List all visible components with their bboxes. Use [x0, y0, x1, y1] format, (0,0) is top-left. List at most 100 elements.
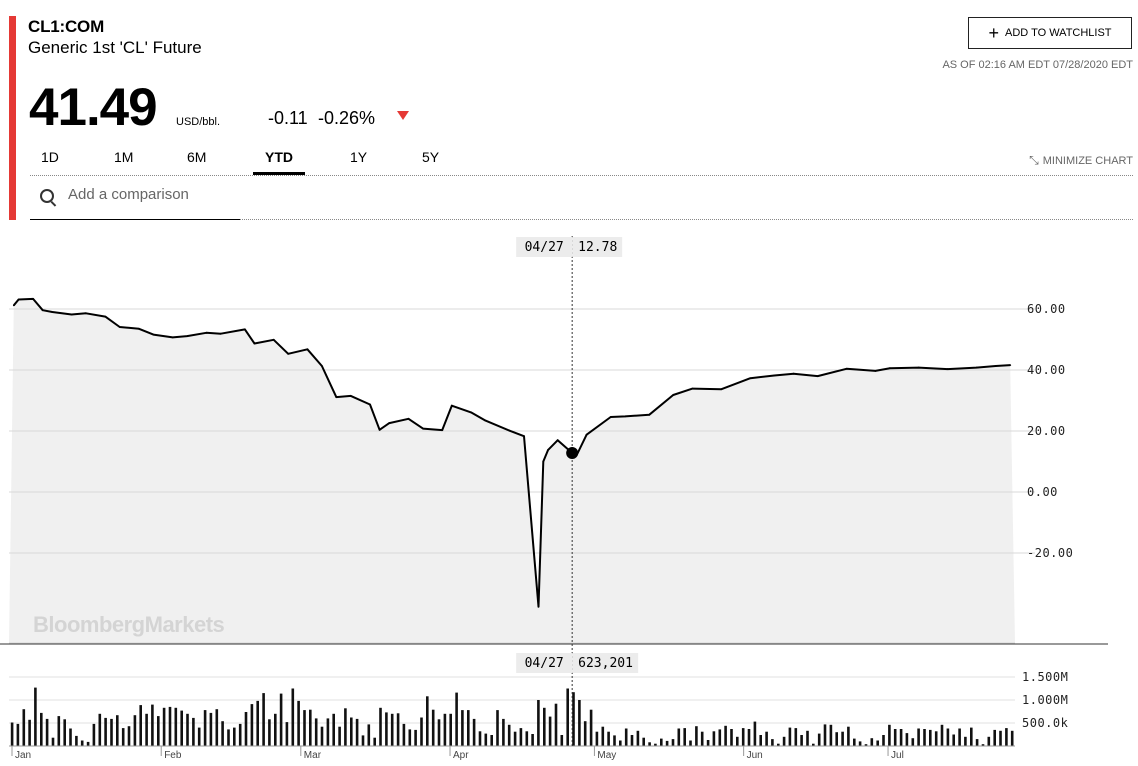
price-point	[378, 428, 381, 431]
volume-bar	[695, 726, 698, 746]
volume-bar	[86, 741, 90, 746]
volume-bar	[630, 735, 634, 746]
x-tick-label: Apr	[453, 750, 469, 761]
volume-bar	[905, 733, 909, 746]
tab-6m[interactable]: 6M	[187, 149, 207, 165]
volume-bar	[63, 719, 66, 746]
volume-bar	[28, 719, 31, 746]
volume-bar	[355, 718, 359, 746]
volume-bar	[449, 713, 452, 746]
price-point	[609, 416, 612, 418]
volume-bar	[718, 729, 722, 746]
volume-bar	[162, 707, 166, 746]
volume-bar	[297, 700, 300, 746]
comparison-box	[30, 176, 240, 220]
crosshair-marker	[566, 446, 579, 459]
volume-bar	[116, 715, 119, 746]
minimize-label: MINIMIZE CHART	[1042, 155, 1133, 167]
volume-bar	[747, 729, 751, 746]
price-point	[219, 332, 222, 335]
volume-bar	[607, 731, 610, 746]
tab-5y[interactable]: 5Y	[422, 149, 440, 165]
volume-bar	[332, 713, 335, 746]
tab-1d[interactable]: 1D	[41, 149, 59, 165]
watermark: BloombergMarkets	[33, 612, 225, 637]
volume-bar	[917, 728, 920, 746]
volume-bar	[531, 734, 534, 746]
x-tick-label: Jul	[891, 750, 904, 761]
price-point	[104, 315, 107, 318]
volume-bar	[543, 707, 546, 746]
volume-bar	[40, 712, 43, 746]
volume-bar	[139, 705, 142, 746]
volume-bar	[940, 724, 944, 746]
volume-bar	[595, 731, 599, 746]
volume-bar	[69, 728, 72, 746]
volume-bar	[104, 717, 107, 746]
price-point	[306, 348, 309, 351]
as-of-timestamp: AS OF 02:16 AM EDT 07/28/2020 EDT	[942, 59, 1133, 71]
volume-bar	[999, 730, 1002, 746]
price-point	[792, 372, 795, 375]
tab-1y[interactable]: 1Y	[350, 149, 368, 165]
range-tabs: 1D 1M 6M YTD 1Y 5Y ⤡ MINIMIZE CHART	[30, 144, 1133, 176]
volume-bar	[168, 706, 172, 746]
price-point	[272, 338, 275, 341]
volume-bar	[578, 700, 581, 746]
price-point	[243, 328, 246, 331]
price-point	[691, 387, 694, 390]
volume-bar	[835, 732, 838, 746]
volume-bar	[192, 717, 195, 746]
price-volume-chart[interactable]: 60.00 40.00 20.00 0.00 -20.00 1.500M 1.000M 500…	[0, 220, 1138, 766]
volume-bar	[256, 700, 259, 746]
price-point	[138, 327, 140, 330]
volume-bar	[800, 735, 803, 746]
volume-bar	[888, 724, 891, 746]
volume-tooltip-date-bg	[516, 653, 573, 673]
price-point	[441, 429, 444, 431]
price-point	[41, 309, 44, 312]
ticker-symbol: CL1:COM	[28, 17, 105, 36]
x-tick-label: Feb	[164, 750, 182, 761]
volume-bar	[350, 717, 353, 746]
volume-bar	[601, 726, 605, 746]
volume-bar	[554, 703, 558, 746]
price-point	[975, 366, 978, 369]
volume-bar	[174, 707, 178, 746]
volume-bar	[402, 723, 406, 746]
volume-bar	[127, 726, 131, 746]
price-point	[946, 368, 949, 370]
add-to-watchlist-button[interactable]: + ADD TO WATCHLIST	[968, 17, 1132, 49]
tab-1m[interactable]: 1M	[114, 149, 134, 165]
volume-bar	[379, 707, 382, 746]
minimize-chart-button[interactable]: ⤡ MINIMIZE CHART	[1029, 153, 1133, 168]
volume-bar	[1005, 728, 1008, 746]
accent-bar	[9, 16, 16, 303]
price-point	[70, 313, 73, 316]
volume-bar	[829, 724, 833, 746]
volume-bar	[344, 708, 347, 746]
volume-bar	[238, 723, 242, 746]
volume-bar	[741, 728, 745, 746]
price-change-percent: -0.26%	[318, 108, 376, 128]
tab-ytd[interactable]: YTD	[253, 149, 305, 175]
x-tick-label: May	[597, 750, 616, 761]
price-point	[816, 375, 819, 377]
price-point	[85, 312, 87, 315]
price-point	[523, 435, 525, 438]
price-point	[335, 396, 338, 399]
volume-bar	[665, 740, 669, 746]
volume-bar	[227, 729, 230, 746]
comparison-input[interactable]	[66, 185, 240, 204]
volume-tooltip-value: 623,201	[578, 656, 633, 671]
volume-bar	[847, 726, 850, 746]
price-point	[874, 370, 877, 372]
price-point	[287, 352, 290, 355]
volume-bar	[876, 740, 879, 746]
volume-bar	[975, 739, 979, 746]
price-tooltip-value: 12.78	[578, 240, 617, 255]
volume-bar	[993, 729, 996, 746]
volume-bar	[870, 738, 874, 746]
volume-bar	[613, 735, 616, 746]
volume-bar	[560, 735, 564, 746]
